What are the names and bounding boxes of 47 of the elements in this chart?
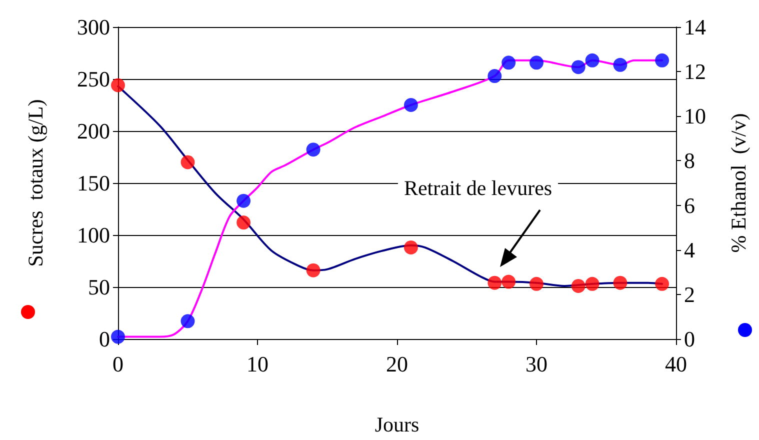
annotation: Retrait de levures xyxy=(404,176,552,200)
point xyxy=(488,276,502,290)
point xyxy=(530,276,544,291)
point xyxy=(236,216,251,230)
x-tick-label: 30 xyxy=(526,352,548,376)
y-tick-label: 100 xyxy=(77,222,110,248)
y2-tick-label: 4 xyxy=(684,237,695,262)
point xyxy=(236,194,251,208)
point xyxy=(488,69,502,84)
y-tick-label: 0 xyxy=(99,326,110,352)
point xyxy=(111,330,125,344)
point xyxy=(571,60,586,74)
point xyxy=(404,98,418,112)
x-tick-label: 40 xyxy=(665,352,687,376)
y-tick-label: 50 xyxy=(88,274,110,300)
point xyxy=(655,276,670,291)
point xyxy=(571,278,586,293)
point xyxy=(613,58,628,72)
y2-tick-label: 10 xyxy=(684,104,706,129)
y-tick-label: 200 xyxy=(77,118,110,144)
y2-tick-label: 0 xyxy=(684,326,695,352)
y-tick-label: 150 xyxy=(77,170,110,196)
point xyxy=(613,276,628,290)
x-axis-title: Jours xyxy=(374,412,420,436)
y-tick-label: 300 xyxy=(77,14,110,40)
point xyxy=(530,56,544,70)
x-tick-label: 10 xyxy=(246,352,268,376)
point xyxy=(655,53,670,68)
point xyxy=(306,263,320,278)
y2-tick-label: 2 xyxy=(684,282,695,307)
point xyxy=(306,142,320,157)
point xyxy=(111,78,125,92)
y2-tick-label: 8 xyxy=(684,148,695,174)
y-tick-label: 250 xyxy=(77,66,110,92)
y2-axis-title: % Ethanol (v/v) xyxy=(726,113,750,253)
y2-tick-label: 12 xyxy=(684,59,706,84)
y-axis-title: Sucres totaux (g/L) xyxy=(24,99,48,267)
point xyxy=(502,56,516,70)
point xyxy=(180,155,195,170)
point xyxy=(404,240,418,254)
x-tick-label: 20 xyxy=(386,352,408,376)
y2-tick-label: 14 xyxy=(684,14,706,40)
point xyxy=(585,53,600,68)
point xyxy=(585,276,600,291)
y2-tick-label: 6 xyxy=(684,192,695,218)
point xyxy=(502,274,516,289)
point xyxy=(180,314,195,328)
